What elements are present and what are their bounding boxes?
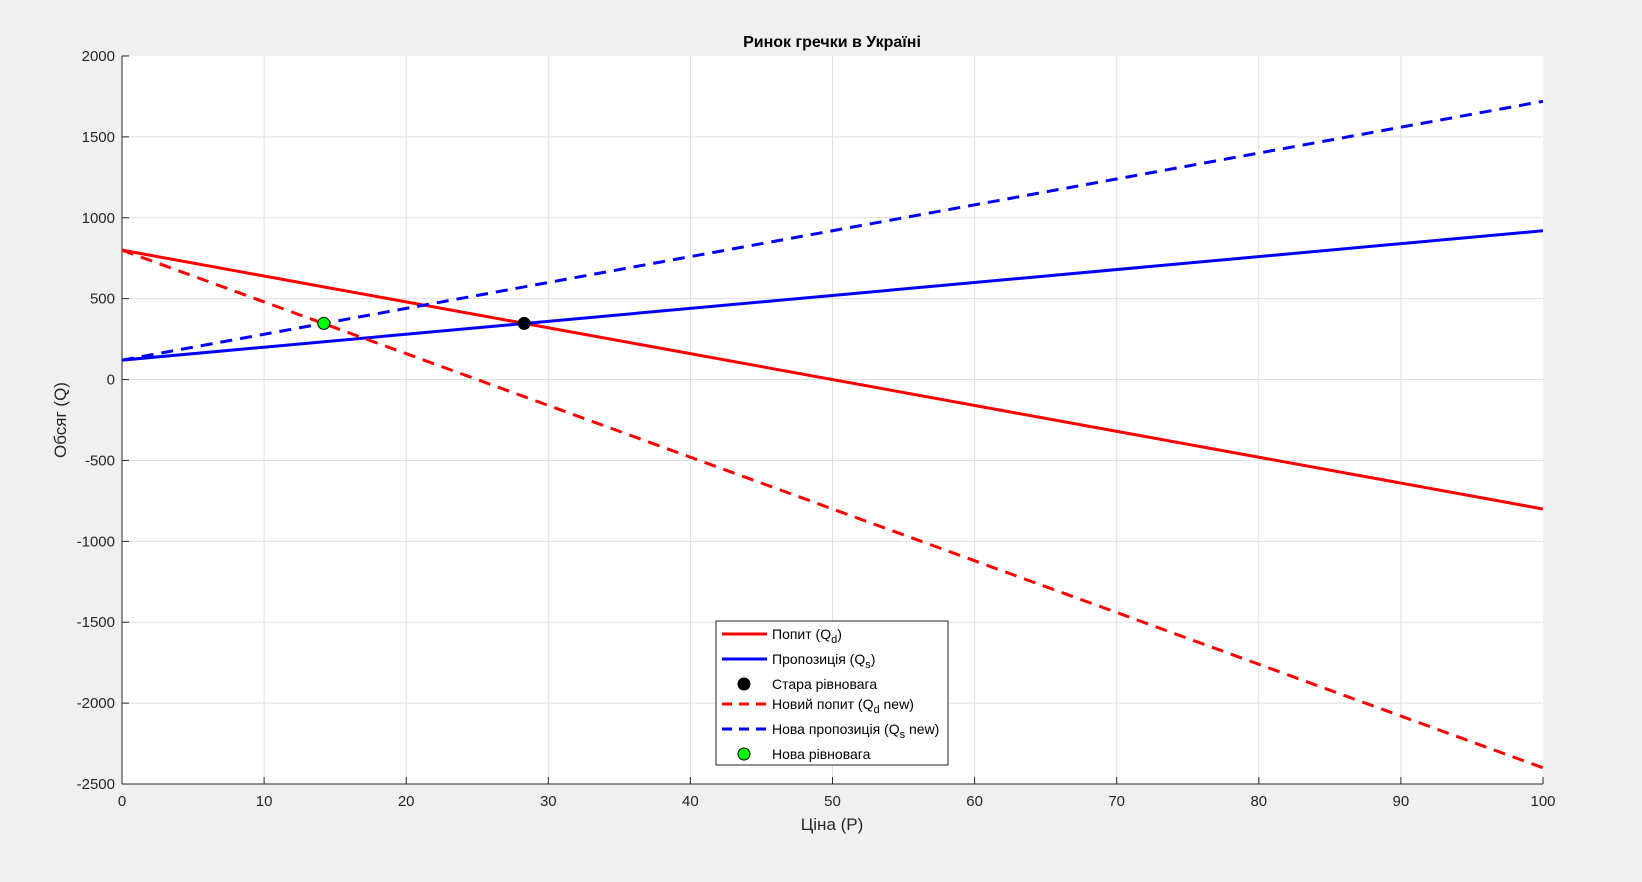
- x-tick-label: 80: [1250, 793, 1267, 810]
- chart-title: Ринок гречки в Україні: [743, 34, 921, 51]
- series-0-line: [122, 248, 1543, 511]
- legend-swatch-2: [737, 677, 751, 691]
- legend-label-subscript: d: [874, 704, 880, 716]
- legend-label-main: Нова рівновага: [772, 746, 871, 762]
- legend-label-main: Попит (Q: [772, 626, 831, 642]
- x-tick-label: 0: [118, 793, 126, 810]
- legend-label-subscript: d: [831, 634, 837, 646]
- legend-label-main: Стара рівновага: [772, 676, 877, 692]
- x-tick-label: 30: [540, 793, 557, 810]
- legend-label-subscript: s: [900, 729, 906, 741]
- legend-label-2: Стара рівновага: [772, 676, 877, 692]
- x-axis-title: Ціна (P): [801, 815, 864, 834]
- y-tick-label: -500: [85, 452, 115, 469]
- y-tick-label: -1500: [77, 614, 115, 631]
- y-tick-label: -1000: [77, 533, 115, 550]
- x-tick-label: 90: [1393, 793, 1410, 810]
- legend-label-main: Новий попит (Q: [772, 696, 874, 712]
- x-tick-label: 40: [682, 793, 699, 810]
- series-5-marker: [317, 316, 331, 330]
- legend-label-4: Нова пропозиція (Qs new): [772, 721, 939, 741]
- x-tick-label: 70: [1108, 793, 1125, 810]
- series-4-line: [122, 99, 1543, 362]
- legend-label-0: Попит (Qd): [772, 626, 842, 646]
- legend-label-1: Пропозиція (Qs): [772, 651, 875, 671]
- y-axis-title: Обсяг (Q): [51, 382, 70, 458]
- legend-label-main: Пропозиція (Q: [772, 651, 865, 667]
- y-tick-label: 1500: [82, 129, 115, 146]
- y-tick-label: 500: [90, 291, 115, 308]
- series-3-line: [122, 248, 1543, 770]
- y-tick-label: -2500: [77, 776, 115, 793]
- legend-label-5: Нова рівновага: [772, 746, 871, 762]
- x-tick-label: 50: [824, 793, 841, 810]
- legend-label-tail: new): [880, 696, 914, 712]
- legend-label-3: Новий попит (Qd new): [772, 696, 914, 716]
- legend-label-main: Нова пропозиція (Q: [772, 721, 900, 737]
- x-tick-label: 60: [966, 793, 983, 810]
- series-2-marker: [517, 316, 531, 330]
- legend-swatch-5: [737, 747, 751, 761]
- series: [122, 99, 1543, 770]
- legend-box: [715, 620, 949, 766]
- x-tick-label: 100: [1530, 793, 1555, 810]
- y-tick-label: -2000: [77, 695, 115, 712]
- legend-label-tail: ): [871, 651, 876, 667]
- legend[interactable]: Попит (Qd)Пропозиція (Qs)Стара рівновага…: [715, 620, 949, 766]
- y-tick-label: 0: [107, 372, 115, 389]
- series-1-line: [122, 229, 1543, 362]
- axes: 0 10 20 30 40 50 60 70 80 90 100 -2500 -2000 -1500 -10…: [77, 48, 1556, 810]
- legend-label-tail: ): [837, 626, 842, 642]
- legend-label-subscript: s: [865, 659, 871, 671]
- legend-label-tail: new): [905, 721, 939, 737]
- y-tick-label: 1000: [82, 210, 115, 227]
- x-tick-label: 20: [398, 793, 415, 810]
- y-tick-label: 2000: [82, 48, 115, 65]
- x-tick-label: 10: [256, 793, 273, 810]
